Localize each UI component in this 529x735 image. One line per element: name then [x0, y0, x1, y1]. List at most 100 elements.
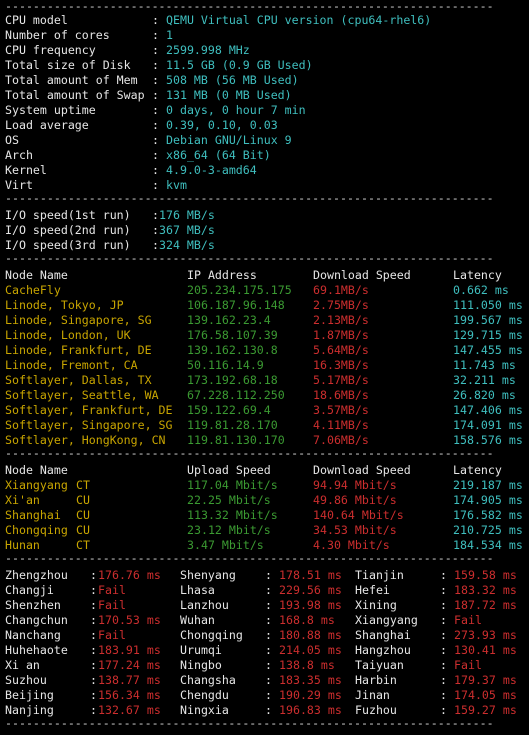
- latency-value: 111.050 ms: [453, 298, 523, 312]
- latency-value: 158.576 ms: [453, 433, 523, 447]
- latency-value: 0.662 ms: [453, 283, 509, 297]
- latency-value: 11.743 ms: [453, 358, 516, 372]
- download-speed: 18.6MB/s: [313, 388, 369, 402]
- node-name: Softlayer, Dallas, TX: [5, 373, 152, 387]
- ping-value: 190.29 ms: [279, 688, 342, 702]
- colon-separator: :: [90, 643, 97, 657]
- colon-separator: :: [152, 13, 159, 27]
- ping-value: 193.98 ms: [279, 598, 342, 612]
- colon-separator: :: [152, 118, 159, 132]
- io-label: I/O speed(2nd run): [5, 223, 131, 237]
- separator-line: ----------------------------------------…: [5, 551, 494, 565]
- ping-value: 214.05 ms: [279, 643, 342, 657]
- ping-value: Fail: [454, 613, 482, 627]
- ping-city: Xiangyang: [355, 613, 418, 627]
- node-name: Linode, Singapore, SG: [5, 313, 152, 327]
- colon-separator: :: [90, 688, 97, 702]
- ping-city: Fuzhou: [355, 703, 397, 717]
- colon-separator: :: [90, 628, 97, 642]
- ping-city: Shenyang: [180, 568, 236, 582]
- colon-separator: :: [265, 703, 272, 717]
- header-ip-address: IP Address: [187, 268, 257, 282]
- node-name: CacheFly: [5, 283, 61, 297]
- sysinfo-label: CPU model: [5, 13, 68, 27]
- node-name: Linode, Tokyo, JP: [5, 298, 124, 312]
- upload-speed: 3.47 Mbit/s: [187, 538, 264, 552]
- ping-city: Taiyuan: [355, 658, 404, 672]
- node-name: Softlayer, Frankfurt, DE: [5, 403, 173, 417]
- ping-city: Harbin: [355, 673, 397, 687]
- ping-city: Hefei: [355, 583, 390, 597]
- colon-separator: :: [152, 73, 159, 87]
- io-value: 176 MB/s: [159, 208, 215, 222]
- colon-separator: :: [265, 658, 272, 672]
- download-speed: 5.64MB/s: [313, 343, 369, 357]
- latency-value: 147.455 ms: [453, 343, 523, 357]
- ping-city: Beijing: [5, 688, 54, 702]
- colon-separator: :: [90, 568, 97, 582]
- sysinfo-value: 2599.998 MHz: [166, 43, 250, 57]
- download-speed: 2.75MB/s: [313, 298, 369, 312]
- download-speed: 94.94 Mbit/s: [313, 478, 397, 492]
- download-speed: 1.87MB/s: [313, 328, 369, 342]
- colon-separator: :: [440, 658, 447, 672]
- header-node-name: Node Name: [5, 463, 68, 477]
- ping-city: Ningxia: [180, 703, 229, 717]
- colon-separator: :: [265, 688, 272, 702]
- ping-value: 180.88 ms: [279, 628, 342, 642]
- download-speed: 4.30 Mbit/s: [313, 538, 390, 552]
- header-download-speed: Download Speed: [313, 268, 411, 282]
- sysinfo-value: 4.9.0-3-amd64: [166, 163, 257, 177]
- download-speed: 34.53 Mbit/s: [313, 523, 397, 537]
- header-latency: Latency: [453, 463, 502, 477]
- header-latency: Latency: [453, 268, 502, 282]
- ping-city: Lhasa: [180, 583, 215, 597]
- colon-separator: :: [265, 628, 272, 642]
- separator-line: ----------------------------------------…: [5, 251, 494, 265]
- sysinfo-value: QEMU Virtual CPU version (cpu64-rhel6): [166, 13, 432, 27]
- sysinfo-label: Virt: [5, 178, 33, 192]
- colon-separator: :: [440, 673, 447, 687]
- ping-value: 187.72 ms: [454, 598, 517, 612]
- node-name: Softlayer, HongKong, CN: [5, 433, 166, 447]
- colon-separator: :: [440, 613, 447, 627]
- download-speed: 69.1MB/s: [313, 283, 369, 297]
- colon-separator: :: [152, 88, 159, 102]
- ip-address: 119.81.130.170: [187, 433, 285, 447]
- colon-separator: :: [265, 568, 272, 582]
- colon-separator: :: [90, 658, 97, 672]
- ip-address: 119.81.28.170: [187, 418, 278, 432]
- colon-separator: :: [440, 628, 447, 642]
- node-name: Softlayer, Singapore, SG: [5, 418, 173, 432]
- ping-value: 179.37 ms: [454, 673, 517, 687]
- colon-separator: :: [152, 103, 159, 117]
- sysinfo-label: CPU frequency: [5, 43, 96, 57]
- ip-address: 67.228.112.250: [187, 388, 285, 402]
- upload-speed: 23.12 Mbit/s: [187, 523, 271, 537]
- header-download-speed: Download Speed: [313, 463, 411, 477]
- colon-separator: :: [152, 58, 159, 72]
- colon-separator: :: [152, 163, 159, 177]
- colon-separator: :: [90, 598, 97, 612]
- sysinfo-label: Arch: [5, 148, 33, 162]
- sysinfo-value: x86_64 (64 Bit): [166, 148, 271, 162]
- latency-value: 219.187 ms: [453, 478, 523, 492]
- ip-address: 205.234.175.175: [187, 283, 292, 297]
- ping-city: Huhehaote: [5, 643, 68, 657]
- colon-separator: :: [440, 583, 447, 597]
- download-speed: 5.17MB/s: [313, 373, 369, 387]
- colon-separator: :: [265, 613, 272, 627]
- download-speed: 7.06MB/s: [313, 433, 369, 447]
- separator-line: ----------------------------------------…: [5, 191, 494, 205]
- ping-value: 183.91 ms: [98, 643, 161, 657]
- colon-separator: :: [152, 28, 159, 42]
- ping-city: Zhengzhou: [5, 568, 68, 582]
- node-city: Xi'an: [5, 493, 40, 507]
- separator-line: ----------------------------------------…: [5, 0, 494, 13]
- ip-address: 139.162.23.4: [187, 313, 271, 327]
- ping-city: Xi an: [5, 658, 40, 672]
- node-isp: CT: [76, 538, 90, 552]
- node-city: Hunan: [5, 538, 40, 552]
- io-value: 367 MB/s: [159, 223, 215, 237]
- colon-separator: :: [90, 583, 97, 597]
